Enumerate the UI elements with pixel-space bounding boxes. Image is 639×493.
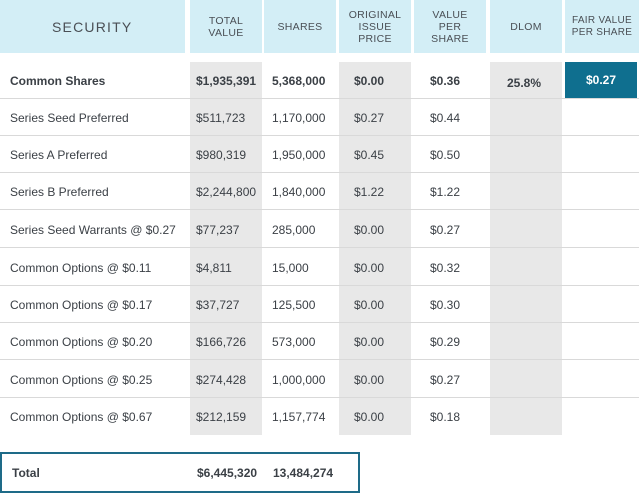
header-security: SECURITY	[0, 0, 185, 53]
original-issue-price-cell: $1.22	[354, 184, 385, 199]
security-name: Series A Preferred	[10, 147, 108, 162]
original-issue-price-cell: $0.00	[354, 260, 385, 275]
row-divider	[0, 397, 639, 398]
row-divider	[0, 285, 639, 286]
total-value-cell: $1,935,391	[196, 73, 257, 88]
shares-cell: 1,000,000	[272, 372, 326, 387]
security-name: Series B Preferred	[10, 184, 109, 199]
table-row: Common Options @ $0.11 $4,811 15,000 $0.00 $…	[0, 249, 639, 286]
value-per-share-cell: $0.27	[430, 222, 461, 237]
shares-cell: 1,840,000	[272, 184, 326, 199]
table-row: Common Options @ $0.17 $37,727 125,500 $0.0…	[0, 286, 639, 323]
total-value-column-bg	[190, 62, 262, 435]
security-name: Common Options @ $0.20	[10, 334, 153, 349]
original-issue-price-cell: $0.45	[354, 147, 385, 162]
row-divider	[0, 322, 639, 323]
value-per-share-cell: $1.22	[430, 184, 461, 199]
total-value-cell: $274,428	[196, 372, 247, 387]
original-issue-price-cell: $0.00	[354, 73, 385, 88]
dlom-cell: 25.8%	[507, 75, 542, 90]
value-per-share-cell: $0.27	[430, 372, 461, 387]
row-divider	[0, 135, 639, 136]
total-row: Total $6,445,320 13,484,274	[0, 452, 360, 493]
header-dlom: DLOM	[490, 0, 562, 53]
total-value-cell: $980,319	[196, 147, 247, 162]
shares-cell: 285,000	[272, 222, 316, 237]
row-divider	[0, 359, 639, 360]
value-per-share-cell: $0.30	[430, 297, 461, 312]
value-per-share-cell: $0.18	[430, 409, 461, 424]
total-shares: 13,484,274	[273, 465, 334, 480]
security-name: Series Seed Preferred	[10, 110, 129, 125]
total-value-cell: $212,159	[196, 409, 247, 424]
shares-cell: 15,000	[272, 260, 309, 275]
table-row: Common Options @ $0.20 $166,726 573,000 $0.…	[0, 323, 639, 360]
table-row: Series Seed Preferred $511,723 1,170,000 $0…	[0, 99, 639, 136]
shares-cell: 573,000	[272, 334, 316, 349]
dlom-column-bg	[490, 62, 562, 435]
total-value-cell: $37,727	[196, 297, 240, 312]
security-name: Common Shares	[10, 73, 106, 88]
value-per-share-cell: $0.44	[430, 110, 461, 125]
value-per-share-cell: $0.36	[430, 73, 461, 88]
security-name: Series Seed Warrants @ $0.27	[10, 222, 176, 237]
security-name: Common Options @ $0.25	[10, 372, 153, 387]
table-row: Common Options @ $0.67 $212,159 1,157,774 $…	[0, 398, 639, 435]
original-issue-price-cell: $0.00	[354, 372, 385, 387]
row-divider	[0, 247, 639, 248]
total-value-cell: $2,244,800	[196, 184, 257, 199]
total-label: Total	[12, 465, 40, 480]
original-issue-price-cell: $0.27	[354, 110, 385, 125]
total-value-cell: $4,811	[196, 260, 232, 275]
header-value-per-share: VALUE PER SHARE	[414, 0, 486, 53]
header-shares: SHARES	[264, 0, 336, 53]
row-divider	[0, 209, 639, 210]
value-per-share-cell: $0.29	[430, 334, 461, 349]
total-value: $6,445,320	[197, 465, 258, 480]
shares-cell: 1,157,774	[272, 409, 326, 424]
table-row: Common Options @ $0.25 $274,428 1,000,000 $…	[0, 361, 639, 398]
shares-cell: 1,950,000	[272, 147, 326, 162]
table-row: Series A Preferred $980,319 1,950,000 $0.45…	[0, 136, 639, 173]
value-per-share-cell: $0.50	[430, 147, 461, 162]
original-issue-price-cell: $0.00	[354, 222, 385, 237]
value-per-share-cell: $0.32	[430, 260, 461, 275]
security-name: Common Options @ $0.67	[10, 409, 153, 424]
row-divider	[0, 98, 639, 99]
shares-cell: 5,368,000	[272, 73, 326, 88]
header-fair-value-per-share: FAIR VALUE PER SHARE	[565, 0, 639, 53]
original-issue-price-cell: $0.00	[354, 409, 385, 424]
original-issue-price-cell: $0.00	[354, 334, 385, 349]
shares-cell: 125,500	[272, 297, 316, 312]
shares-cell: 1,170,000	[272, 110, 326, 125]
fair-value-per-share-cell: $0.27	[565, 62, 637, 98]
header-total-value: TOTAL VALUE	[190, 0, 262, 53]
table-row: Common Shares $1,935,391 5,368,000 $0.00 $0.…	[0, 62, 639, 99]
header-original-issue-price: ORIGINAL ISSUE PRICE	[339, 0, 411, 53]
table-row: Series B Preferred $2,244,800 1,840,000 $1.…	[0, 173, 639, 210]
original-issue-price-cell: $0.00	[354, 297, 385, 312]
security-name: Common Options @ $0.17	[10, 297, 153, 312]
total-value-cell: $511,723	[196, 110, 246, 125]
total-value-cell: $77,237	[196, 222, 240, 237]
total-value-cell: $166,726	[196, 334, 247, 349]
original-issue-price-column-bg	[339, 62, 411, 435]
row-divider	[0, 172, 639, 173]
table-row: Series Seed Warrants @ $0.27 $77,237 285,0…	[0, 211, 639, 248]
security-name: Common Options @ $0.11	[10, 260, 152, 275]
